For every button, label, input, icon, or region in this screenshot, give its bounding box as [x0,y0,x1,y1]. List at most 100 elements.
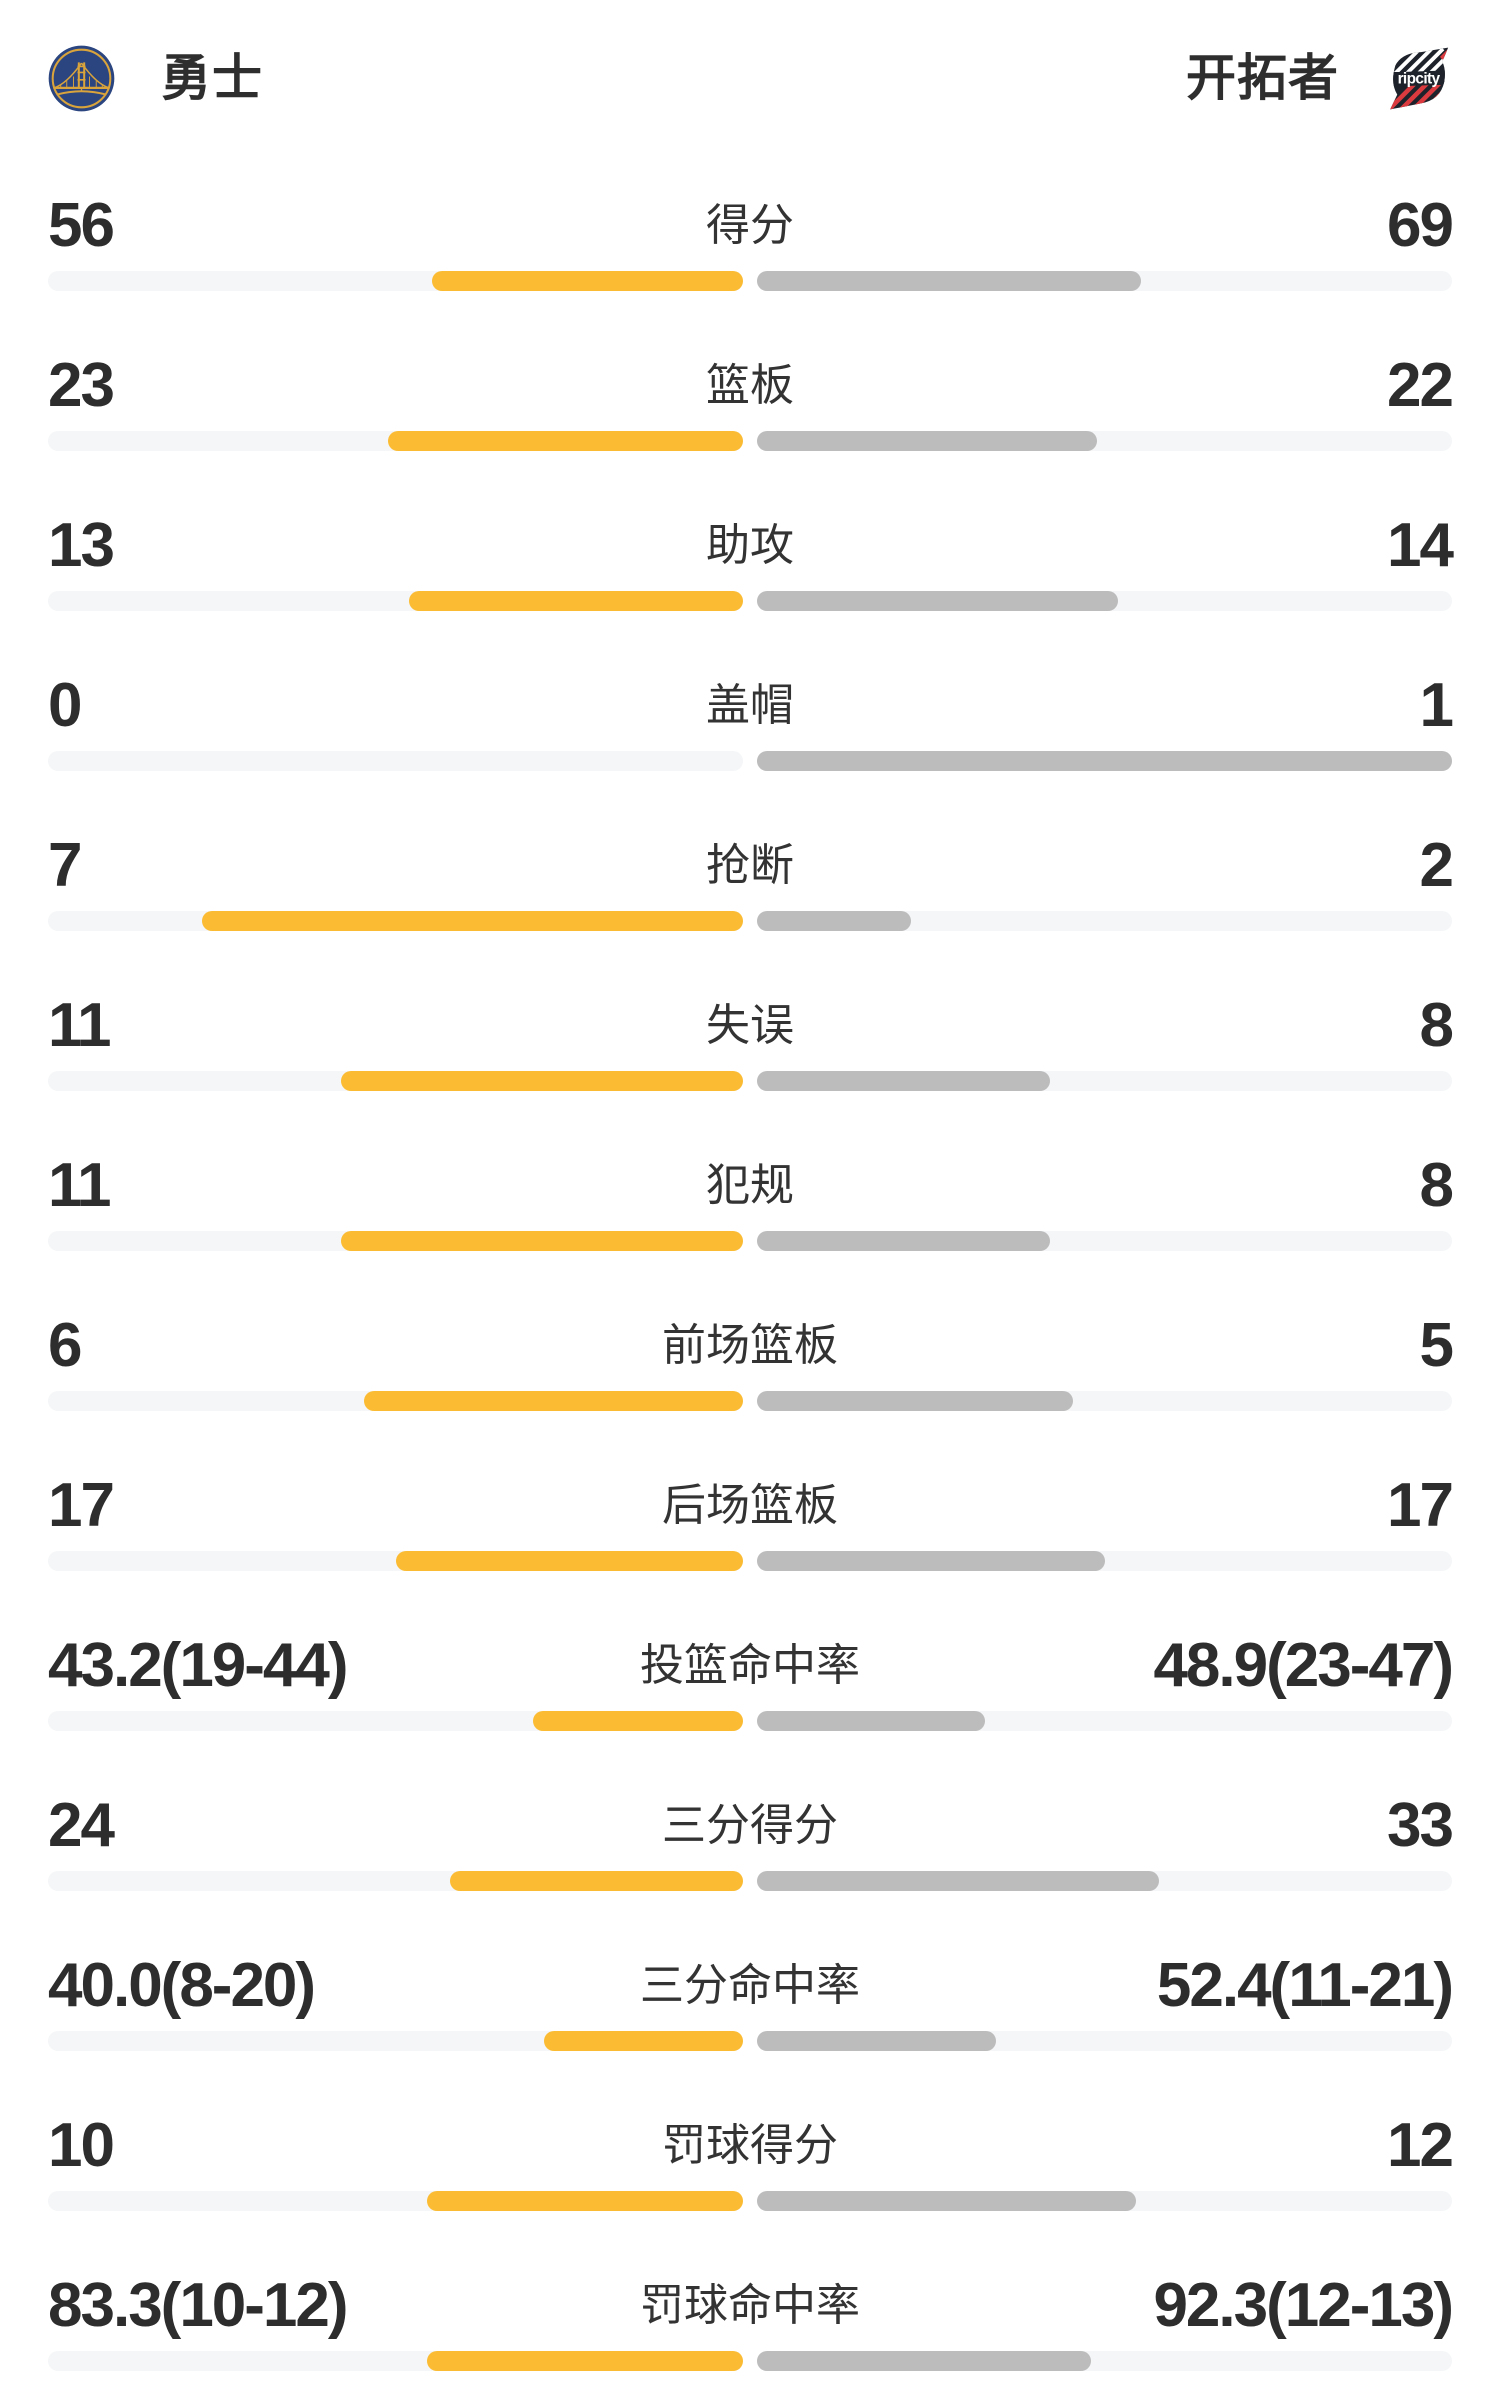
stat-row-fouls: 11 犯规 8 [48,1112,1455,1272]
away-bar-fill [757,1711,985,1731]
home-bar-fill [431,271,743,291]
home-value: 40.0(8-20) [48,1951,316,2020]
stat-bar [48,1871,1452,1891]
stat-bar [48,2031,1452,2051]
away-value: 8 [1419,991,1455,1060]
stat-bar [48,1231,1452,1251]
away-bar-track [757,2351,1452,2371]
away-value: 8 [1419,1151,1455,1220]
right-team-name: 开拓者 [1186,50,1339,106]
stat-row-points: 56 得分 69 [48,152,1454,312]
stat-bar [48,2351,1452,2371]
home-value: 23 [48,351,115,420]
stat-bar [48,431,1452,451]
home-value: 7 [48,831,83,900]
home-value: 11 [48,991,112,1060]
stat-bar [48,1551,1452,1571]
away-bar-track [757,1871,1452,1891]
stat-row-defensive-rebounds: 17 后场篮板 17 [48,1432,1454,1592]
stat-bar [48,1071,1452,1091]
blazers-ripcity-logo-icon: ripcity [1390,47,1449,110]
stat-row-offensive-rebounds: 6 前场篮板 5 [48,1272,1455,1432]
home-bar-fill [427,2351,743,2371]
away-bar-track [757,1071,1452,1091]
home-bar-fill [426,2191,743,2211]
home-bar-track [48,591,743,611]
away-bar-track [757,1551,1452,1571]
away-bar-fill [757,911,912,931]
home-value: 0 [48,671,83,740]
home-value: 83.3(10-12) [48,2271,349,2340]
stat-row-assists: 13 助攻 14 [48,472,1454,632]
away-bar-fill [757,2191,1136,2211]
warriors-logo-icon [48,45,115,112]
home-value: 24 [48,1791,115,1860]
stat-row-turnovers: 11 失误 8 [48,952,1455,1112]
home-bar-track [48,431,743,451]
home-bar-track [48,1391,743,1411]
stats-list: 56 得分 69 23 篮板 22 13 助攻 [0,152,1500,2392]
stat-bar [48,911,1452,931]
away-value: 5 [1419,1311,1455,1380]
away-bar-fill [757,1391,1074,1411]
home-bar-track [48,2351,743,2371]
left-team-name: 勇士 [161,50,263,106]
stat-bar [48,751,1452,771]
home-value: 43.2(19-44) [48,1631,349,1700]
stat-row-free-throw-percent: 83.3(10-12) 罚球命中率 92.3(12-13) [48,2232,1454,2392]
away-bar-fill [757,2031,997,2051]
home-value: 6 [48,1311,83,1380]
ripcity-logo-text: ripcity [1398,71,1441,88]
away-bar-track [757,751,1452,771]
away-bar-fill [757,431,1097,451]
stat-row-steals: 7 抢断 2 [48,792,1455,952]
stat-label: 篮板 [706,361,794,410]
away-bar-fill [757,1071,1050,1091]
stat-row-blocks: 0 盖帽 1 [48,632,1455,792]
home-bar-track [48,1551,743,1571]
away-bar-track [757,911,1452,931]
home-bar-track [48,751,743,771]
home-bar-fill [340,1231,743,1251]
home-value: 11 [48,1151,112,1220]
stat-label: 得分 [706,201,794,250]
stat-row-three-point-points: 24 三分得分 33 [48,1752,1454,1912]
home-bar-fill [340,1071,743,1091]
away-value: 14 [1387,511,1454,580]
home-bar-fill [450,1871,743,1891]
away-bar-track [757,1711,1452,1731]
home-bar-fill [202,911,743,931]
home-value: 13 [48,511,115,580]
stat-label: 后场篮板 [662,1481,838,1530]
away-value: 92.3(12-13) [1153,2271,1454,2340]
away-bar-fill [757,1871,1160,1891]
stat-label: 罚球命中率 [640,2281,860,2330]
home-bar-fill [387,431,743,451]
away-value: 1 [1419,671,1455,740]
stat-label: 三分命中率 [640,1961,860,2010]
away-bar-track [757,591,1452,611]
home-bar-track [48,2191,743,2211]
away-bar-fill [757,1551,1105,1571]
away-bar-track [757,1231,1452,1251]
away-value: 52.4(11-21) [1156,1951,1454,2020]
away-bar-track [757,1391,1452,1411]
stat-bar [48,591,1452,611]
stat-label: 犯规 [706,1161,794,1210]
stat-label: 罚球得分 [662,2121,838,2170]
home-value: 17 [48,1471,115,1540]
stat-label: 前场篮板 [662,1321,838,1370]
home-bar-fill [533,1711,743,1731]
header-left-team: 勇士 [48,45,263,112]
away-bar-track [757,271,1452,291]
away-value: 17 [1387,1471,1454,1540]
home-bar-fill [544,2031,743,2051]
home-bar-track [48,271,743,291]
away-value: 2 [1419,831,1455,900]
away-bar-fill [757,2351,1091,2371]
home-bar-track [48,911,743,931]
stat-bar [48,271,1452,291]
away-bar-fill [757,1231,1050,1251]
home-bar-track [48,2031,743,2051]
stat-bar [48,1391,1452,1411]
